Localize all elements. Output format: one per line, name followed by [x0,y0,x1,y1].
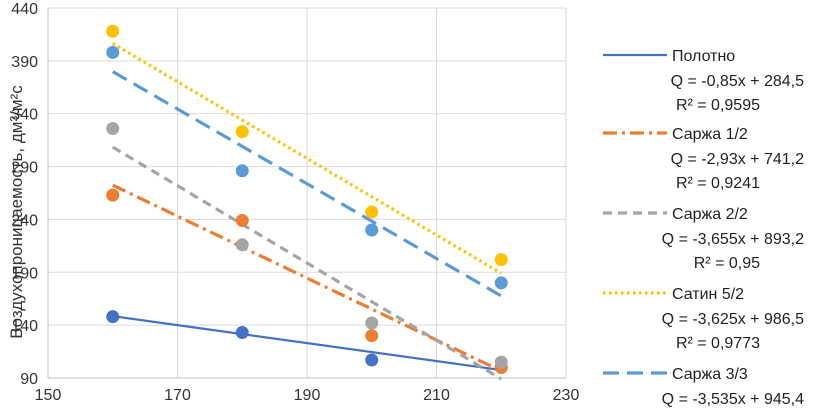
data-point-series-5 [494,276,508,290]
data-point-series-3 [494,355,508,369]
data-point-series-2 [106,188,120,202]
legend-label-3: Саржа 2/2 [672,206,748,223]
y-tick-label: 390 [11,54,38,71]
x-tick-label: 150 [35,387,62,404]
data-point-series-2 [235,213,249,227]
trendline-5 [111,70,503,298]
data-point-series-3 [365,316,379,330]
trend-equation-2: Q = -2,93x + 741,2 [671,151,805,168]
trend-r2-1: R² = 0,9595 [676,97,760,114]
trend-r2-2: R² = 0,9241 [676,175,760,192]
y-tick-label: 90 [20,371,38,388]
y-tick-labels: 90 140 190 240 290 340 390 440 [11,1,38,388]
legend: Полотно Q = -0,85x + 284,5 R² = 0,9595 Сарж… [603,48,804,408]
trend-equation-4: Q = -3,625x + 986,5 [662,311,804,328]
trend-equation-1: Q = -0,85x + 284,5 [671,73,805,90]
data-point-series-5 [365,223,379,237]
trendline-1 [112,315,502,372]
trend-equation-3: Q = -3,655x + 893,2 [662,231,804,248]
x-tick-label: 170 [164,387,191,404]
data-point-series-3 [235,238,249,252]
y-tick-label: 240 [11,212,38,229]
trendline-3 [111,145,503,381]
legend-label-2: Саржа 1/2 [672,126,748,143]
data-point-series-4 [235,125,249,139]
x-tick-label: 230 [553,387,580,404]
data-point-series-2 [365,329,379,343]
data-point-series-4 [365,205,379,219]
legend-label-1: Полотно [672,48,735,65]
data-point-series-1 [235,326,249,340]
y-tick-label: 290 [11,160,38,177]
data-point-series-5 [106,45,120,59]
trend-r2-3: R² = 0,95 [694,255,760,272]
y-tick-label: 340 [11,107,38,124]
y-tick-label: 190 [11,265,38,282]
y-axis-label: Воздухопроницаемость, дм³/м²с [7,85,26,339]
trend-equation-5: Q = -3,535x + 945,4 [662,391,804,408]
grid [47,7,567,379]
data-point-series-1 [365,353,379,367]
data-points [106,24,508,374]
y-tick-label: 140 [11,318,38,335]
data-point-series-5 [235,164,249,178]
x-tick-label: 210 [423,387,450,404]
x-tick-labels: 150 170 190 210 230 [35,387,580,404]
data-point-series-1 [106,310,120,324]
legend-label-5: Саржа 3/3 [672,366,748,383]
data-point-series-4 [494,253,508,267]
legend-label-4: Сатин 5/2 [672,286,744,303]
y-tick-label: 440 [11,1,38,18]
data-point-series-4 [106,24,120,38]
data-point-series-3 [106,122,120,136]
trend-r2-4: R² = 0,9773 [676,335,760,352]
x-tick-label: 190 [294,387,321,404]
trend-lines [111,42,503,381]
